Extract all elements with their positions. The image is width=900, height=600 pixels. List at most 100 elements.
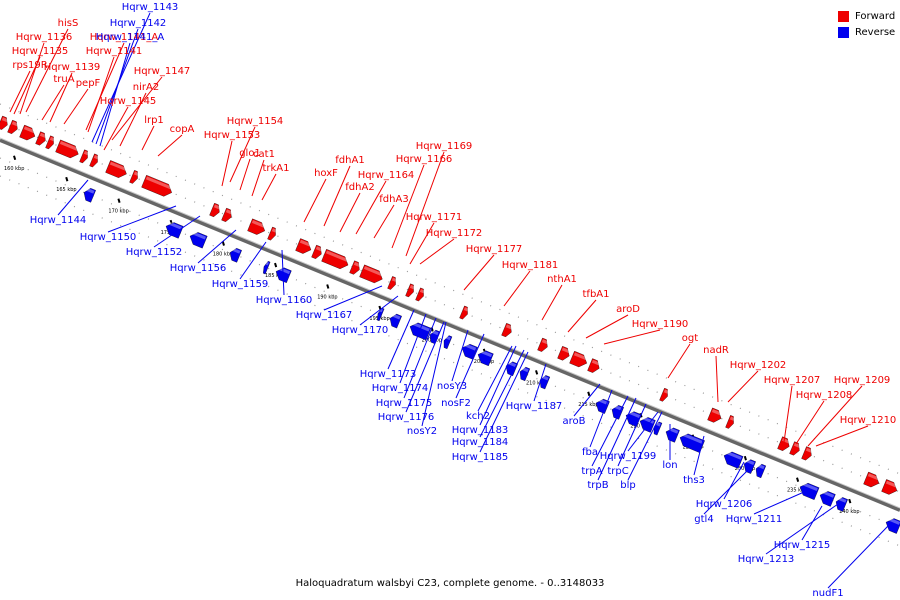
gene-label[interactable]: Hqrw_1175 xyxy=(376,398,433,409)
reverse-gene[interactable] xyxy=(678,432,705,453)
gene-label[interactable]: trpB xyxy=(587,480,608,491)
gene-label[interactable]: Hqrw_1187 xyxy=(506,401,563,412)
forward-gene[interactable] xyxy=(659,387,670,402)
reverse-gene[interactable] xyxy=(818,489,836,507)
gene-label[interactable]: fba xyxy=(582,447,598,458)
gene-label[interactable]: hisS xyxy=(58,18,79,29)
gene-label[interactable]: Hqrw_1171 xyxy=(406,212,463,223)
gene-label[interactable]: Hqrw_1145 xyxy=(100,96,157,107)
gene-label[interactable]: Hqrw_1208 xyxy=(796,390,853,401)
gene-label[interactable]: Hqrw_1154 xyxy=(227,116,284,127)
gene-label[interactable]: Hqrw_1185 xyxy=(452,452,509,463)
gene-label[interactable]: Hqrw_1164 xyxy=(358,170,415,181)
gene-label[interactable]: Hqrw_1166 xyxy=(396,154,453,165)
reverse-gene[interactable] xyxy=(262,261,271,275)
gene-label[interactable]: cat1 xyxy=(253,149,275,160)
gene-label[interactable]: aroD xyxy=(616,304,640,315)
gene-label[interactable]: trkA1 xyxy=(262,163,289,174)
gene-label[interactable]: nosY3 xyxy=(437,381,467,392)
reverse-gene[interactable] xyxy=(722,450,744,469)
gene-label[interactable]: Hqrw_1153 xyxy=(204,130,261,141)
reverse-gene[interactable] xyxy=(754,463,767,479)
gene-label[interactable]: Hqrw_1183 xyxy=(452,425,509,436)
forward-gene[interactable] xyxy=(311,244,324,260)
gene-label[interactable]: Hqrw_1160 xyxy=(256,295,313,306)
reverse-gene[interactable] xyxy=(274,265,292,283)
forward-gene[interactable] xyxy=(707,407,724,425)
gene-label[interactable]: Hqrw_1202 xyxy=(730,360,787,371)
gene-label[interactable]: fdhA3 xyxy=(379,194,408,205)
gene-label[interactable]: gtl4 xyxy=(694,514,713,525)
gene-label[interactable]: Hqrw_1172 xyxy=(426,228,483,239)
forward-gene[interactable] xyxy=(295,238,314,255)
forward-gene[interactable] xyxy=(105,160,129,180)
gene-label[interactable]: Hqrw_1147 xyxy=(134,66,191,77)
gene-label[interactable]: Hqrw_1159 xyxy=(212,279,269,290)
gene-label[interactable]: Hqrw_1199 xyxy=(600,451,657,462)
forward-gene[interactable] xyxy=(881,479,900,496)
reverse-gene[interactable] xyxy=(884,516,900,534)
reverse-gene[interactable] xyxy=(594,397,610,414)
forward-gene[interactable] xyxy=(537,337,550,353)
gene-label[interactable]: copA xyxy=(170,124,195,135)
gene-label[interactable]: hoxF xyxy=(314,168,338,179)
forward-gene[interactable] xyxy=(387,276,398,290)
gene-label[interactable]: Hqrw_1167 xyxy=(296,310,353,321)
forward-gene[interactable] xyxy=(863,471,882,489)
forward-gene[interactable] xyxy=(19,124,38,142)
gene-label[interactable]: Hqrw_1215 xyxy=(774,540,831,551)
gene-label[interactable]: Hqrw_1150 xyxy=(80,232,137,243)
gene-label[interactable]: nirA2 xyxy=(133,82,159,93)
gene-label[interactable]: fdhA2 xyxy=(345,182,374,193)
forward-gene[interactable] xyxy=(789,441,802,457)
reverse-gene[interactable] xyxy=(188,230,208,249)
gene-label[interactable]: nthA1 xyxy=(547,274,577,285)
gene-label[interactable]: Hqrw_1136 xyxy=(16,32,73,43)
gene-label[interactable]: Hqrw_1211 xyxy=(726,514,783,525)
gene-label[interactable]: Hqrw_1142 xyxy=(110,18,167,29)
gene-label[interactable]: Hqrw_1144 xyxy=(30,215,87,226)
reverse-gene[interactable] xyxy=(798,481,820,500)
gene-label[interactable]: rps19R xyxy=(12,60,47,71)
gene-label[interactable]: nadR xyxy=(703,345,729,356)
gene-label[interactable]: Hqrw_1210 xyxy=(840,415,897,426)
reverse-gene[interactable] xyxy=(164,220,184,239)
forward-gene[interactable] xyxy=(45,135,56,150)
gene-label[interactable]: Hqrw_1209 xyxy=(834,375,891,386)
gene-label[interactable]: trpC xyxy=(607,466,628,477)
gene-label[interactable]: aroB xyxy=(563,416,586,427)
gene-label[interactable]: tfbA1 xyxy=(583,289,610,300)
forward-gene[interactable] xyxy=(35,131,48,147)
gene-label[interactable]: Hqrw_1141_A xyxy=(96,32,165,43)
reverse-gene[interactable] xyxy=(442,335,453,350)
gene-label[interactable]: Hqrw_1207 xyxy=(764,375,821,386)
reverse-gene[interactable] xyxy=(82,187,96,203)
gene-label[interactable]: ths3 xyxy=(683,475,705,486)
gene-label[interactable]: glo1 xyxy=(239,148,261,159)
gene-label[interactable]: Hqrw_1152 xyxy=(126,247,183,258)
gene-label[interactable]: Hqrw_1170 xyxy=(332,325,389,336)
forward-gene[interactable] xyxy=(587,358,602,375)
gene-label[interactable]: Hqrw_1177 xyxy=(466,244,523,255)
forward-gene[interactable] xyxy=(501,322,514,338)
forward-gene[interactable] xyxy=(141,174,175,198)
gene-label[interactable]: truA xyxy=(53,74,74,85)
forward-gene[interactable] xyxy=(415,287,426,302)
gene-label[interactable]: fdhA1 xyxy=(335,155,364,166)
gene-label[interactable]: Hqrw_1141 xyxy=(86,46,143,57)
gene-label[interactable]: pepF xyxy=(76,78,101,89)
forward-gene[interactable] xyxy=(801,446,814,462)
forward-gene[interactable] xyxy=(349,260,362,276)
forward-gene[interactable] xyxy=(725,415,736,429)
gene-label[interactable]: Hqrw_1174 xyxy=(372,383,429,394)
forward-gene[interactable] xyxy=(247,218,268,237)
gene-label[interactable]: nudF1 xyxy=(812,588,843,599)
gene-label[interactable]: Hqrw_1181 xyxy=(502,260,559,271)
forward-gene[interactable] xyxy=(221,207,234,223)
gene-label[interactable]: Hqrw_1176 xyxy=(378,412,435,423)
reverse-gene[interactable] xyxy=(652,421,663,436)
forward-gene[interactable] xyxy=(405,283,416,298)
forward-gene[interactable] xyxy=(557,346,572,362)
gene-label[interactable]: Hqrw_1206 xyxy=(696,499,753,510)
gene-label[interactable]: lon xyxy=(662,460,677,471)
